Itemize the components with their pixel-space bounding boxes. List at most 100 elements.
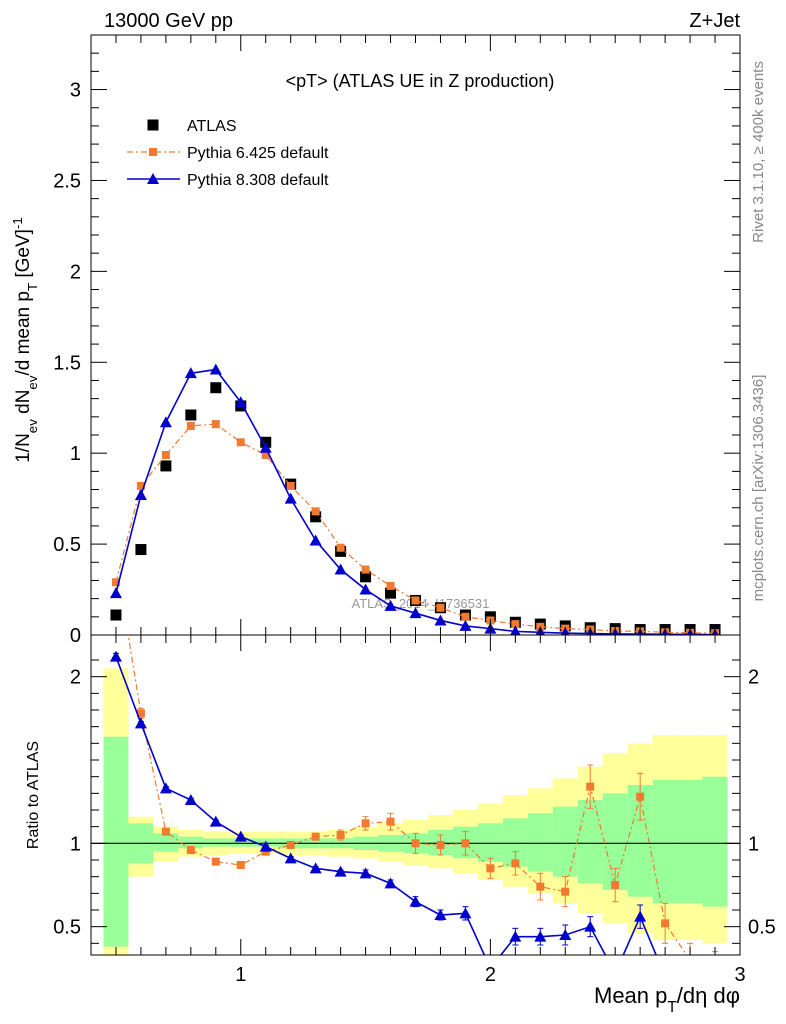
pythia6-point xyxy=(286,481,295,490)
main-plot-area xyxy=(91,35,740,635)
ratio-point-pythia8 xyxy=(184,794,197,805)
pythia8-point xyxy=(109,587,122,599)
atlas-point xyxy=(110,609,122,621)
y-tick-label: 0.5 xyxy=(53,534,81,556)
pythia8-point xyxy=(334,563,347,575)
y-tick-label: 2.5 xyxy=(53,170,81,192)
ratio-point-pythia8 xyxy=(159,782,172,794)
ratio-point-pythia8 xyxy=(659,971,671,982)
ratio-point-pythia8 xyxy=(109,650,122,662)
y-tick-label: 2 xyxy=(70,667,81,689)
pythia6-point xyxy=(386,581,395,590)
pythia6-point xyxy=(361,565,370,574)
pythia8-point xyxy=(134,489,147,500)
band-inner xyxy=(677,780,703,904)
pythia6-point xyxy=(436,603,445,612)
y-tick-label: 2 xyxy=(70,261,81,283)
ratio-point-pythia8 xyxy=(234,830,247,842)
ratio-point-pythia6 xyxy=(411,839,420,848)
ratio-point-pythia8 xyxy=(309,862,322,874)
y-tick-label: 0 xyxy=(70,625,81,647)
ratio-point-pythia8 xyxy=(209,815,222,827)
ratio-point-pythia8 xyxy=(259,840,272,852)
pythia6-point xyxy=(411,596,420,605)
atlas-point xyxy=(135,544,147,556)
ratio-point-pythia6 xyxy=(361,819,370,828)
y-tick-label-right: 0.5 xyxy=(748,917,776,939)
ratio-point-pythia6 xyxy=(161,827,170,836)
ratio-point-pythia8 xyxy=(459,907,472,919)
atlas-point xyxy=(160,460,172,472)
atlas-point xyxy=(360,571,372,583)
process-label: Z+Jet xyxy=(689,10,740,32)
pythia8-point xyxy=(309,534,322,546)
band-inner xyxy=(652,780,678,904)
pythia8-point xyxy=(384,599,397,611)
pythia6-point xyxy=(261,451,270,459)
ratio-point-pythia8 xyxy=(384,877,397,889)
pythia6-point xyxy=(511,620,520,629)
atlas-point xyxy=(310,511,322,523)
legend-marker xyxy=(149,148,157,156)
ratio-point-pythia6 xyxy=(286,841,295,849)
pythia6-point xyxy=(161,451,170,459)
ratio-point-pythia8 xyxy=(334,865,347,877)
x-tick-label: 2 xyxy=(485,964,496,986)
atlas-point xyxy=(210,382,222,394)
y-tick-label: 1.5 xyxy=(53,352,81,374)
pythia6-point xyxy=(136,481,145,490)
ratio-ylabel: Ratio to ATLAS xyxy=(25,741,42,849)
pythia8-point xyxy=(459,619,472,631)
ratio-point-pythia6 xyxy=(686,956,694,964)
pythia6-point xyxy=(236,438,245,447)
pythia6-point xyxy=(211,420,220,429)
ratio-point-pythia8 xyxy=(284,852,297,864)
ratio-point-pythia6 xyxy=(236,861,245,869)
ratio-point-pythia6 xyxy=(186,846,195,854)
atlas-point xyxy=(185,409,197,421)
legend-label: Pythia 8.308 default xyxy=(187,172,329,189)
ratio-point-pythia8 xyxy=(584,920,597,932)
ratio-point-pythia6 xyxy=(711,964,719,972)
pythia8-point xyxy=(434,614,447,626)
band-inner xyxy=(178,836,204,849)
legend-marker xyxy=(147,173,159,184)
pythia8-point xyxy=(359,583,372,595)
energy-label: 13000 GeV pp xyxy=(104,10,233,32)
ratio-point-pythia6 xyxy=(511,859,520,868)
band-inner xyxy=(527,813,553,872)
pythia6-point xyxy=(336,543,345,552)
band-inner xyxy=(103,736,129,947)
main-ylabel: 1/Nev dNev/d mean pT [GeV]-1 xyxy=(10,217,40,463)
pythia8-point xyxy=(409,607,422,619)
ratio-point-pythia8 xyxy=(509,930,522,942)
pythia6-point xyxy=(461,612,470,621)
ratio-point-pythia6 xyxy=(136,709,145,718)
ratio-point-pythia6 xyxy=(586,782,595,791)
band-inner xyxy=(203,838,229,847)
band-inner xyxy=(577,800,603,884)
x-tick-label: 1 xyxy=(235,964,246,986)
band-inner xyxy=(702,776,728,907)
ratio-point-pythia8 xyxy=(359,867,372,879)
ratio-point-pythia8 xyxy=(634,910,647,922)
ratio-point-pythia6 xyxy=(661,919,670,928)
y-tick-label: 1 xyxy=(70,443,81,465)
y-tick-label: 0.5 xyxy=(53,917,81,939)
band-inner xyxy=(477,823,503,862)
ratio-point-pythia8 xyxy=(409,895,422,907)
ratio-xlabel: Mean pT/dη dφ xyxy=(594,983,740,1016)
legend-label: ATLAS xyxy=(187,118,237,135)
pythia8-point xyxy=(159,416,172,428)
band-inner xyxy=(153,833,179,852)
pythia8-point xyxy=(234,396,247,408)
ratio-point-pythia6 xyxy=(386,817,395,826)
legend-marker xyxy=(147,119,159,131)
main-title: <pT> (ATLAS UE in Z production) xyxy=(286,71,555,91)
ratio-point-pythia8 xyxy=(534,930,547,942)
pythia6-point xyxy=(311,507,320,516)
legend-label: Pythia 6.425 default xyxy=(187,145,329,162)
band-inner xyxy=(228,838,254,847)
pythia8-point xyxy=(284,492,297,504)
ratio-point-pythia6 xyxy=(611,881,620,889)
